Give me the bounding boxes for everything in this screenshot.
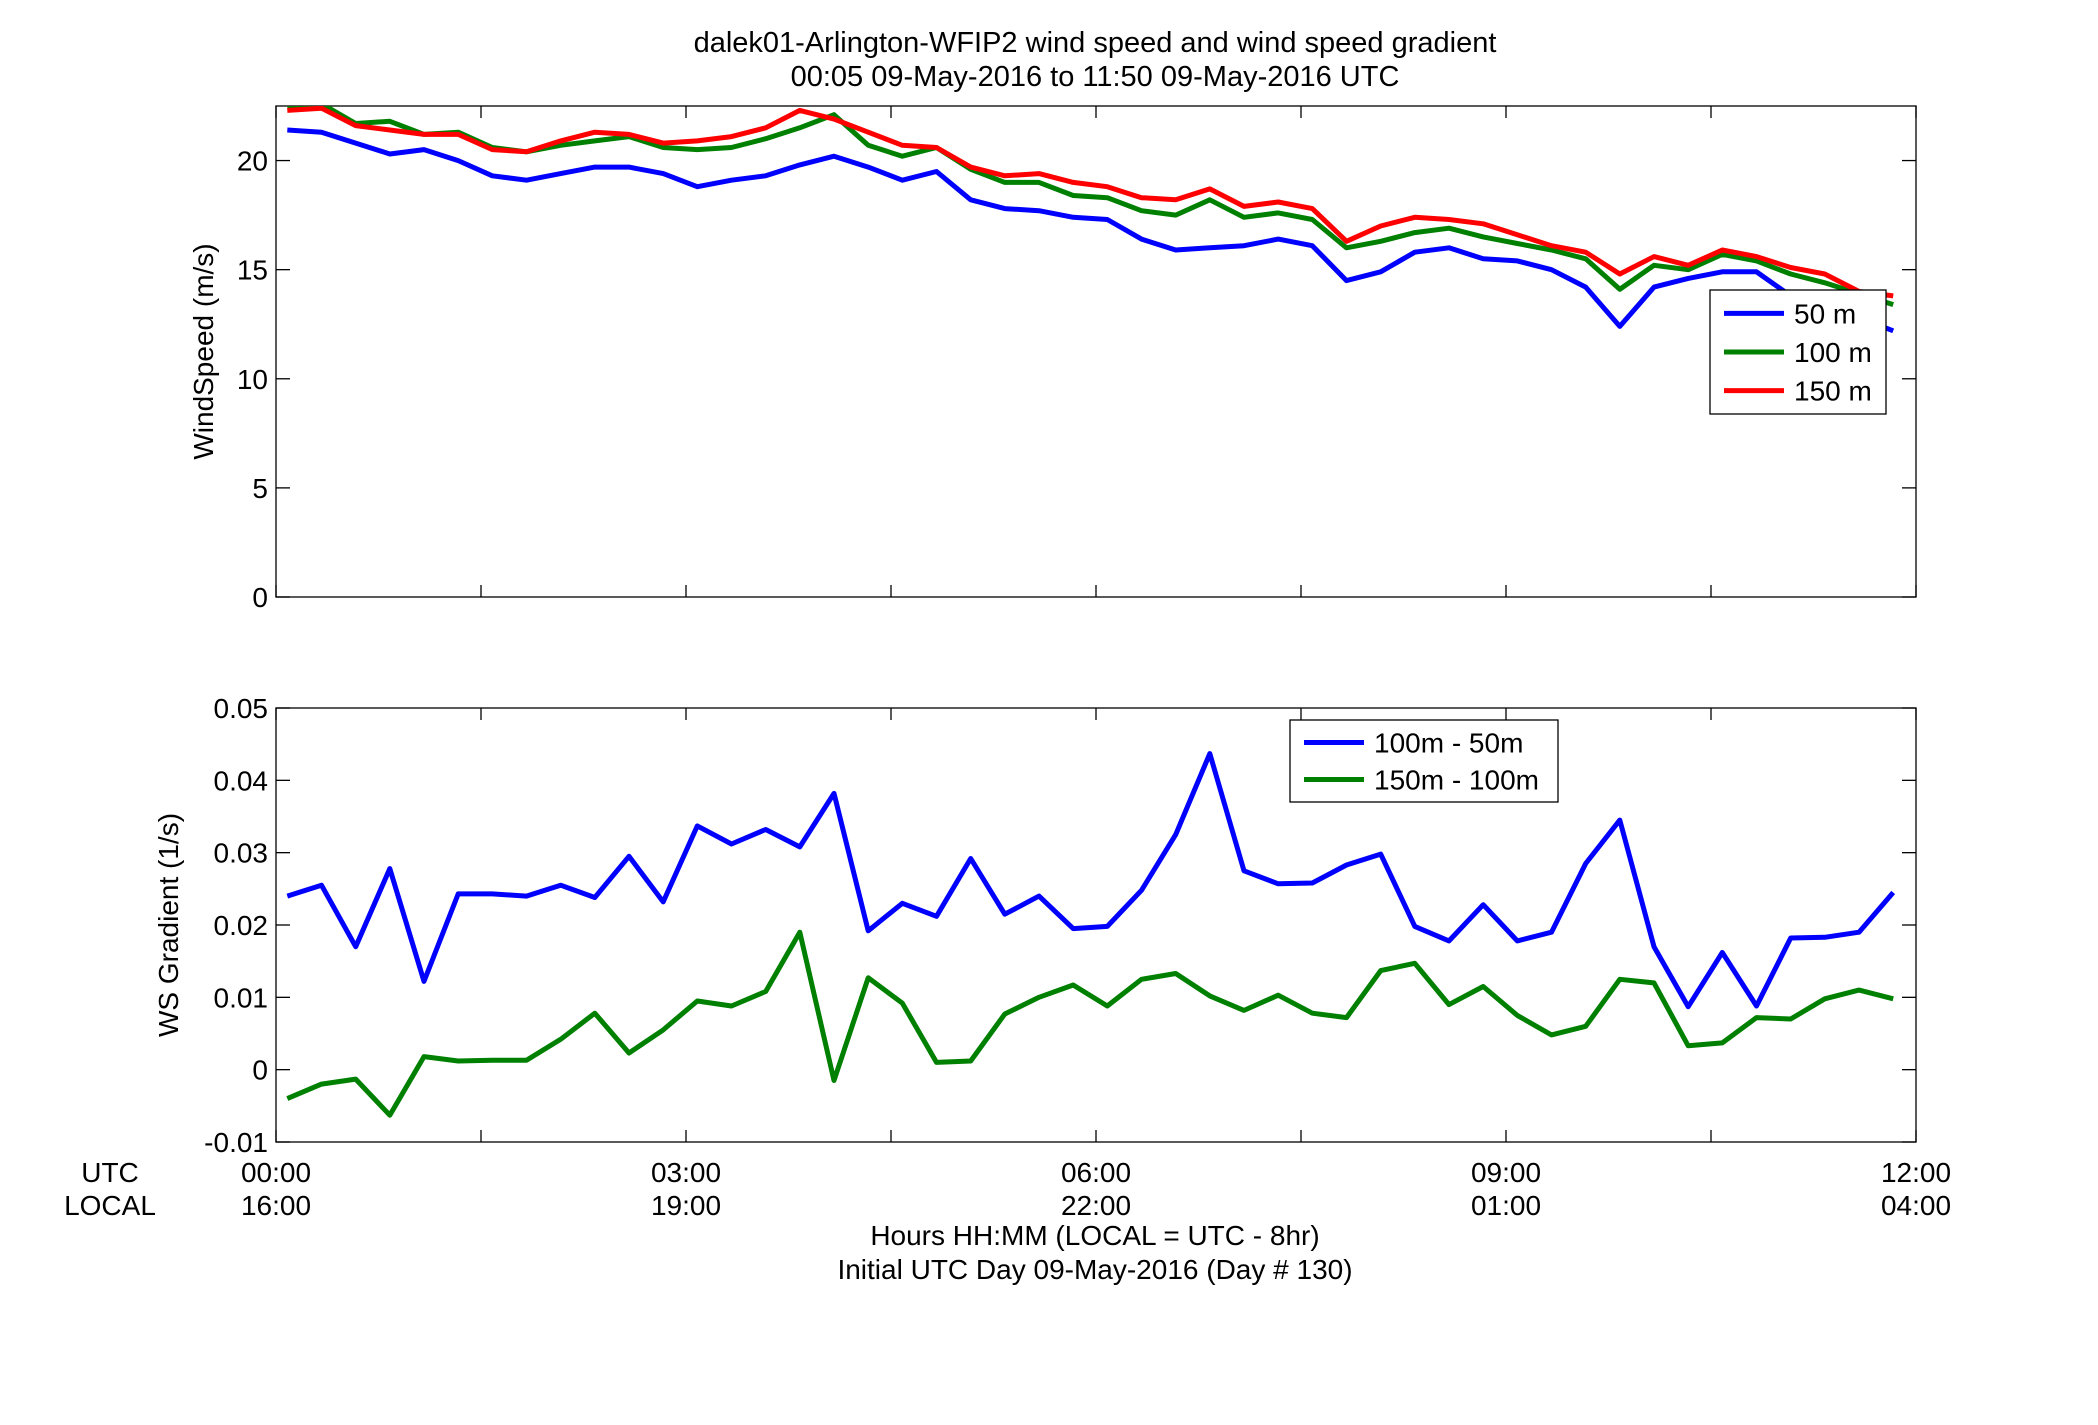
y-tick-label: 5 [252,473,268,504]
chart-title: dalek01-Arlington-WFIP2 wind speed and w… [694,27,1497,59]
legend-label: 150 m [1794,376,1872,407]
wind-gradient-panel: -0.01 0 0.01 0.02 0.03 0.04 0.05 WS Gradient (1… [153,693,1917,1158]
x-axis-sublabel: Initial UTC Day 09-May-2016 (Day # 130) [837,1254,1352,1285]
series-line-2 [286,929,1894,1118]
x-axis-label: Hours HH:MM (LOCAL = UTC - 8hr) [870,1220,1319,1251]
chart-subtitle: 00:05 09-May-2016 to 11:50 09-May-2016 U… [791,61,1400,93]
x-tick-label-local: 19:00 [651,1190,721,1221]
y-tick-label: 0.04 [214,765,269,796]
x-tick-label-local: 04:00 [1881,1190,1951,1221]
x-tick-label-local: 16:00 [241,1190,311,1221]
y-tick-label: 0 [252,582,268,613]
x-axis: UTC LOCAL Hours HH:MM (LOCAL = UTC - 8hr… [64,1157,1951,1285]
y-tick-label: 0.02 [214,910,269,941]
x-tick-label-utc: 00:00 [241,1157,311,1188]
y-tick-label: -0.01 [204,1127,268,1158]
series-line-1 [286,751,1896,1010]
x-tick-label-local: 22:00 [1061,1190,1131,1221]
legend-label: 100m - 50m [1374,728,1523,759]
y-tick-label: 0.01 [214,982,269,1013]
legend: 100m - 50m 150m - 100m [1289,719,1559,803]
legend-label: 100 m [1794,337,1872,368]
series-line-3 [287,106,1894,299]
legend-label: 150m - 100m [1374,765,1539,796]
y-axis-label: WindSpeed (m/s) [188,243,219,459]
series-line-2 [287,106,1894,307]
y-tick-label: 0 [252,1055,268,1086]
x-row-label-local: LOCAL [64,1190,156,1221]
x-row-label-utc: UTC [81,1157,139,1188]
y-axis-label: WS Gradient (1/s) [153,813,184,1037]
wind-speed-panel: 0 5 10 15 20 WindSpeed (m/s) 50 m 100 m 150 m [188,105,1917,613]
x-tick-label-local: 01:00 [1471,1190,1541,1221]
legend-label: 50 m [1794,298,1856,329]
x-tick-label-utc: 03:00 [651,1157,721,1188]
series-line-1 [287,127,1895,334]
y-tick-label: 10 [237,364,268,395]
y-tick-label: 15 [237,255,268,286]
legend-box [1289,719,1559,803]
y-tick-label: 0.05 [214,693,269,724]
legend: 50 m 100 m 150 m [1709,289,1887,415]
x-tick-label-utc: 12:00 [1881,1157,1951,1188]
x-tick-label-utc: 06:00 [1061,1157,1131,1188]
x-tick-label-utc: 09:00 [1471,1157,1541,1188]
y-tick-label: 20 [237,146,268,177]
y-tick-label: 0.03 [214,838,269,869]
